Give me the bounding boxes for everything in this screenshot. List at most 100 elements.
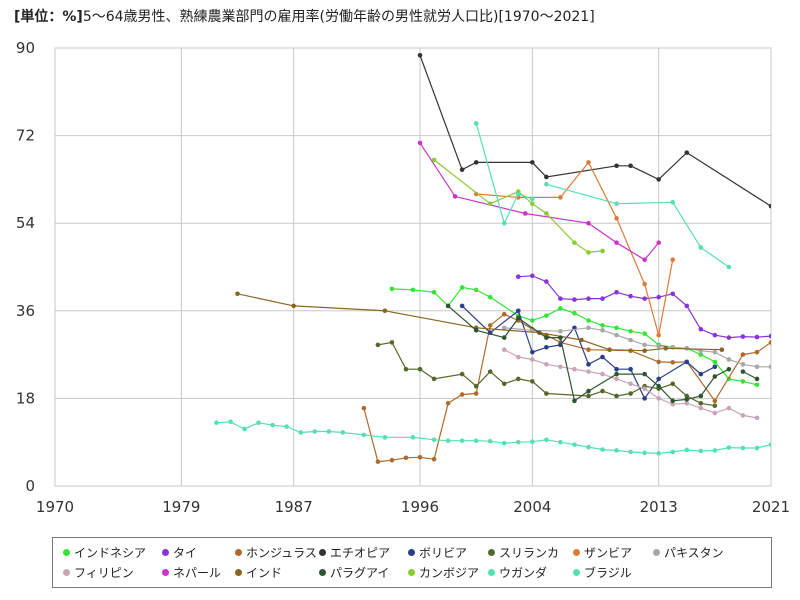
series-ボリビア-point — [515, 308, 521, 314]
series-ホンジュラス-point — [712, 398, 718, 404]
series-ブラジル-point — [670, 449, 676, 455]
series-パラグアイ-point — [445, 303, 451, 309]
series-フィリピン-point — [740, 413, 746, 418]
series-ホンジュラス-point — [487, 323, 493, 328]
series-フィリピン-point — [684, 400, 690, 406]
series-パキスタン-point — [740, 362, 746, 367]
series-ホンジュラス-point — [473, 391, 479, 396]
series-タイ-point — [642, 296, 647, 301]
series-ホンジュラス-point — [656, 359, 661, 365]
series-インドネシア-point — [614, 325, 619, 331]
series-インドネシア-point — [487, 294, 493, 300]
series-エチオピア-point — [628, 163, 633, 169]
series-エチオピア-point — [473, 160, 479, 165]
series-ブラジル-point — [572, 442, 577, 447]
series-エチオピア-point — [530, 160, 535, 165]
series-スリランカ-point — [698, 400, 704, 406]
series-パラグアイ-point — [614, 371, 619, 377]
series-タイ-point — [558, 296, 563, 301]
series-ブラジル-point — [361, 432, 367, 438]
legend-item: スリランカ — [488, 544, 559, 561]
series-ブラジル-point — [515, 439, 521, 445]
series-パラグアイ-point — [515, 315, 521, 321]
series-ブラジル-point — [256, 420, 261, 426]
series-ホンジュラス-point — [740, 352, 746, 357]
series-ザンビア-point — [558, 195, 563, 200]
series-パキスタン-point — [642, 342, 647, 348]
series-フィリピン-point — [698, 405, 704, 411]
legend-marker — [488, 549, 495, 556]
series-ウガンダ-point — [515, 191, 521, 197]
series-ウガンダ-point — [530, 196, 535, 202]
series-カンボジア-point — [600, 248, 605, 254]
legend-item: ザンビア — [573, 544, 632, 561]
series-ザンビア-point — [473, 191, 479, 197]
series-カンボジア-point — [586, 250, 591, 255]
series-スリランカ-point — [403, 366, 409, 372]
series-ネパール-point — [656, 240, 661, 245]
series-フィリピン-point — [586, 369, 591, 374]
series-パラグアイ-point — [544, 335, 549, 340]
series-インドネシア-point — [431, 290, 437, 295]
series-パキスタン-point — [628, 337, 633, 343]
legend-label: ネパール — [173, 566, 222, 580]
series-ザンビア-point — [642, 281, 647, 287]
series-タイ-point — [586, 296, 591, 301]
series-ウガンダ2-point — [698, 245, 704, 250]
series-パラグアイ2-point — [754, 376, 760, 382]
series-パキスタン-point — [586, 325, 591, 331]
series-フィリピン-point — [515, 354, 521, 360]
series-ザンビア-point — [656, 332, 661, 338]
series-ザンビア-point — [670, 257, 676, 263]
series-タイ-point — [712, 332, 718, 338]
series-パラグアイ-point — [572, 398, 577, 404]
series-フィリピン-point — [572, 366, 577, 372]
legend-item: ネパール — [162, 564, 221, 581]
series-ホンジュラス-point — [670, 360, 676, 365]
legend-label: タイ — [173, 546, 198, 560]
series-エチオピア-point — [544, 174, 549, 180]
series-インドネシア-point — [389, 286, 395, 292]
series-ウガンダ2-point — [670, 199, 676, 205]
series-ブラジル-point — [642, 450, 647, 456]
series-ブラジル-point — [473, 438, 479, 444]
series-ボリビア-point — [712, 364, 718, 370]
series-ブラジル-point — [726, 445, 732, 450]
series-フィリピン-point — [656, 396, 661, 401]
series-インドネシア-point — [642, 331, 647, 336]
series-カンボジア-point — [487, 201, 493, 207]
series-スリランカ-point — [389, 340, 395, 345]
y-tick-label: 0 — [25, 477, 35, 495]
series-ブラジル-point — [712, 448, 718, 453]
series-パラグアイ-line — [447, 305, 730, 402]
series-タイ-point — [726, 335, 732, 340]
series-ホンジュラス-point — [459, 392, 465, 397]
series-インドネシア-point — [628, 328, 633, 334]
series-パキスタン-point — [501, 325, 507, 331]
series-ネパール-point — [642, 257, 647, 263]
series-パキスタン-point — [656, 344, 661, 349]
series-ザンビア-point — [614, 216, 619, 221]
series-パラグアイ-point — [473, 327, 479, 333]
series-ボリビア-point — [642, 396, 647, 401]
series-インドネシア-point — [410, 287, 416, 293]
series-パキスタン-point — [768, 364, 771, 370]
x-tick-label: 1979 — [162, 498, 200, 516]
series-インド-point — [642, 348, 647, 354]
legend-item: タイ — [162, 544, 197, 561]
series-ホンジュラス-point — [501, 311, 507, 317]
series-インドネシア-point — [558, 306, 563, 311]
legend-marker — [408, 549, 415, 556]
legend-item: インド — [235, 564, 282, 581]
series-タイ-point — [600, 296, 605, 301]
series-ボリビア-point — [530, 349, 535, 355]
series-ボリビア-point — [684, 359, 690, 365]
series-ブラジル-point — [326, 429, 332, 434]
series-ホンジュラス-point — [768, 340, 771, 345]
series-ブラジル-point — [431, 437, 437, 443]
series-スリランカ-point — [670, 381, 676, 387]
legend-label: ザンビア — [584, 546, 633, 560]
series-スリランカ-point — [375, 342, 381, 348]
series-ブラジル-point — [382, 435, 388, 440]
series-カンボジア-point — [572, 240, 577, 245]
